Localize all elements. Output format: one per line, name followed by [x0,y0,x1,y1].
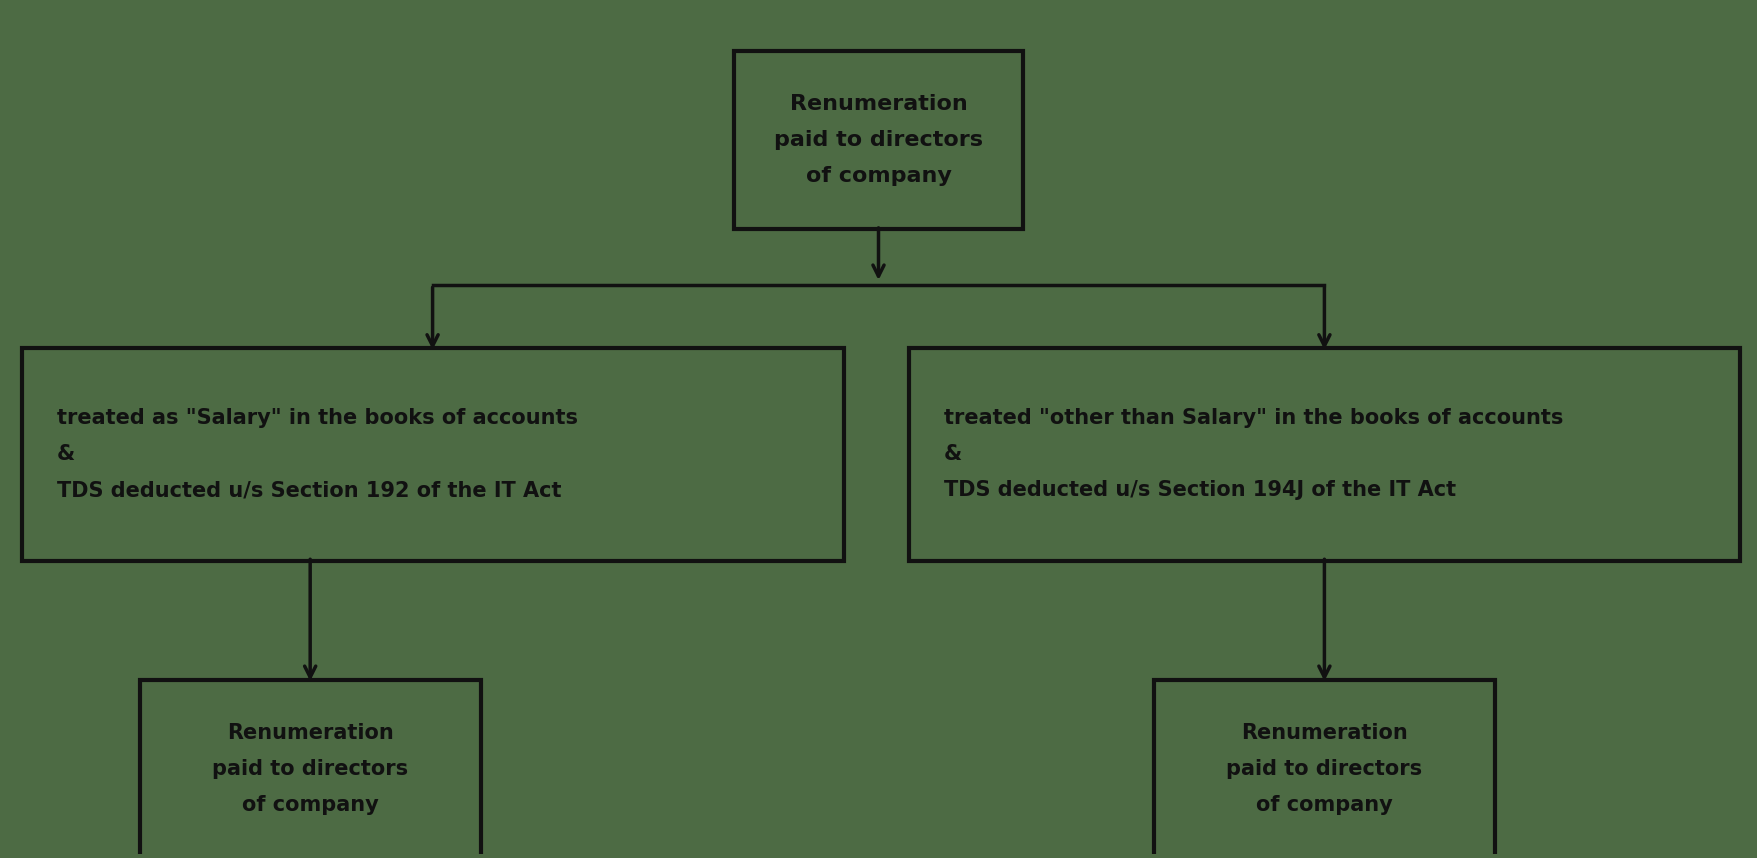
Text: treated "other than Salary" in the books of accounts
&
TDS deducted u/s Section : treated "other than Salary" in the books… [944,408,1564,500]
FancyBboxPatch shape [21,348,843,560]
Text: Renumeration
paid to directors
of company: Renumeration paid to directors of compan… [213,723,408,815]
FancyBboxPatch shape [1154,680,1495,858]
Text: Renumeration
paid to directors
of company: Renumeration paid to directors of compan… [1226,723,1423,815]
FancyBboxPatch shape [908,348,1739,560]
Text: Renumeration
paid to directors
of company: Renumeration paid to directors of compan… [775,94,982,186]
FancyBboxPatch shape [734,51,1023,229]
Text: treated as "Salary" in the books of accounts
&
TDS deducted u/s Section 192 of t: treated as "Salary" in the books of acco… [56,408,578,500]
FancyBboxPatch shape [141,680,481,858]
